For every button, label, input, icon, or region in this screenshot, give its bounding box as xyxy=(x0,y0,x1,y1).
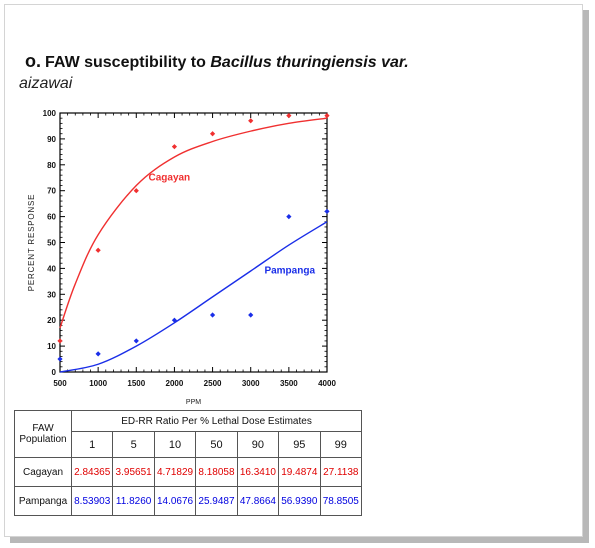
x-tick-label: 500 xyxy=(53,379,67,388)
y-tick-label: 50 xyxy=(47,239,56,248)
table-cell: 19.4874 xyxy=(278,457,321,487)
y-axis-label: PERCENT RESPONSE xyxy=(27,194,36,292)
pampanga-point xyxy=(95,351,101,357)
table-cell: 8.53903 xyxy=(70,486,114,516)
x-axis-label: PPM xyxy=(186,399,201,406)
cagayan-point xyxy=(171,144,178,150)
table-cell: 8.18058 xyxy=(195,457,238,487)
table-row: Cagayan 2.84365 3.95651 4.71829 8.18058 16.34… xyxy=(14,457,363,487)
x-tick-label: 1500 xyxy=(127,379,145,388)
pampanga-series-label: Pampanga xyxy=(264,266,315,277)
cagayan-point xyxy=(95,247,101,253)
cagayan-series-label: Cagayan xyxy=(148,172,190,183)
y-tick-label: 60 xyxy=(47,213,56,222)
table-cell: 14.0676 xyxy=(153,486,197,516)
cagayan-point xyxy=(57,338,63,344)
slide-title: o. FAW susceptibility to Bacillus thuring… xyxy=(25,51,409,72)
x-tick-label: 3500 xyxy=(280,379,298,388)
x-tick-label: 2500 xyxy=(204,379,222,388)
y-tick-label: 100 xyxy=(43,109,57,118)
cagayan-point xyxy=(248,118,254,124)
table-column-header: 90 xyxy=(236,431,280,458)
table-cell: 16.3410 xyxy=(236,457,280,487)
y-tick-label: 90 xyxy=(47,135,56,144)
table-group-header: ED-RR Ratio Per % Lethal Dose Estimates xyxy=(71,409,362,433)
table-pop-header: FAW Population xyxy=(14,410,72,458)
table-column-header: 50 xyxy=(195,431,238,458)
table-row: Pampanga 8.53903 11.8260 14.0676 25.9487 47.8… xyxy=(14,486,363,516)
table-cell: 25.9487 xyxy=(195,486,238,516)
table-column-header: 95 xyxy=(278,431,321,458)
table-cell: 2.84365 xyxy=(70,457,114,487)
lethal-dose-table: FAW Population ED-RR Ratio Per % Lethal … xyxy=(14,409,363,516)
pampanga-point xyxy=(133,338,139,344)
cagayan-point xyxy=(133,188,139,194)
table-column-header: 99 xyxy=(319,431,363,458)
title-italic: Bacillus thuringiensis var. xyxy=(210,54,409,71)
table-row-population: Pampanga xyxy=(14,486,72,516)
pampanga-point xyxy=(57,356,63,362)
table-cell: 78.8505 xyxy=(319,486,363,516)
title-line2: aizawai xyxy=(19,75,73,92)
table-column-header: 5 xyxy=(112,431,155,458)
x-tick-label: 1000 xyxy=(89,379,107,388)
plot-frame xyxy=(59,112,328,373)
cagayan-point xyxy=(209,131,216,137)
y-tick-label: 0 xyxy=(52,368,57,377)
chart-labels: 500 1000 1500 2000 2500 3000 3500 4000 0 10 20 30 40… xyxy=(27,109,336,406)
table-cell: 27.1138 xyxy=(319,457,363,487)
table-column-header: 1 xyxy=(70,431,114,458)
chart-axes xyxy=(59,112,328,373)
pampanga-point xyxy=(209,312,216,318)
title-prefix: FAW susceptibility to xyxy=(45,54,211,71)
y-tick-label: 70 xyxy=(47,187,56,196)
table-cell: 56.9390 xyxy=(278,486,321,516)
chart-curves xyxy=(59,117,328,373)
pampanga-point xyxy=(286,214,292,220)
table-column-header: 10 xyxy=(153,431,197,458)
y-tick-label: 30 xyxy=(47,290,56,299)
table-cell: 11.8260 xyxy=(112,486,155,516)
x-tick-label: 3000 xyxy=(242,379,260,388)
y-tick-label: 10 xyxy=(47,342,56,351)
cagayan-point xyxy=(324,112,330,119)
y-tick-label: 40 xyxy=(47,264,56,273)
cagayan-point xyxy=(286,112,292,119)
pampanga-point xyxy=(324,208,330,215)
table-cell: 47.8664 xyxy=(236,486,280,516)
table-cell: 4.71829 xyxy=(153,457,197,487)
table-cell: 3.95651 xyxy=(112,457,155,487)
cagayan-fit-curve xyxy=(59,117,328,329)
title-bullet: o. xyxy=(25,51,41,71)
table-row-population: Cagayan xyxy=(14,457,72,487)
y-tick-label: 20 xyxy=(47,316,56,325)
pampanga-point xyxy=(171,317,178,323)
x-tick-label: 4000 xyxy=(318,379,336,388)
y-tick-label: 80 xyxy=(47,161,56,170)
x-tick-label: 2000 xyxy=(166,379,184,388)
chart-points xyxy=(57,112,330,362)
pampanga-fit-curve xyxy=(59,221,328,373)
pampanga-point xyxy=(248,312,254,318)
